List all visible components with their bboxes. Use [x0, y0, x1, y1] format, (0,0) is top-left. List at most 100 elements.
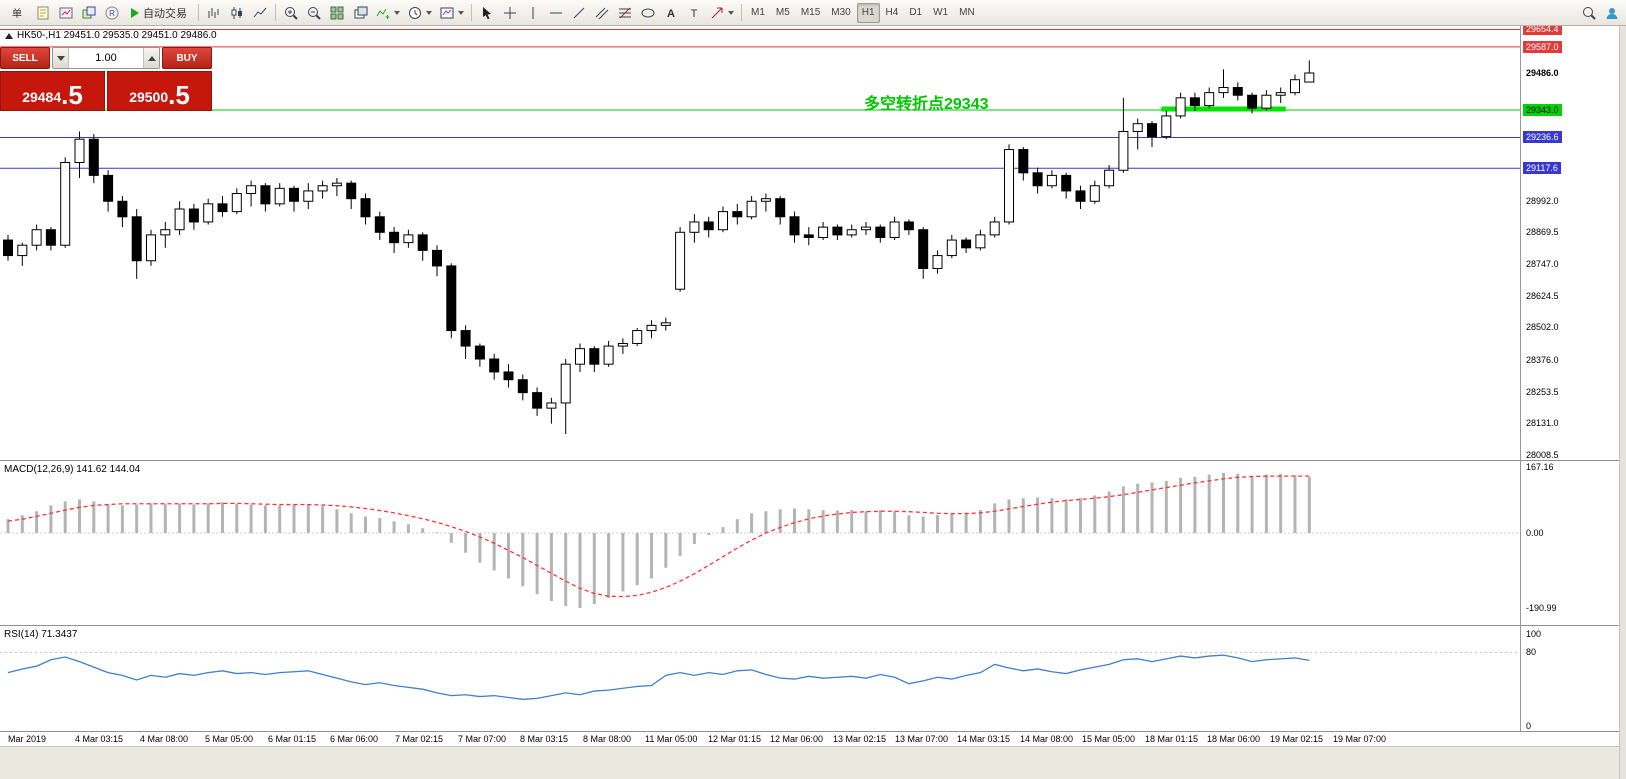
cascade-windows-button[interactable] — [349, 2, 371, 24]
tile-windows-button[interactable] — [326, 2, 348, 24]
text-label-button[interactable]: T — [683, 2, 705, 24]
ohlc-header: HK50-,H1 29451.0 29535.0 29451.0 29486.0 — [5, 30, 217, 41]
buy-price-display[interactable]: 29500.5 — [107, 71, 212, 111]
time-tick: 7 Mar 02:15 — [395, 734, 444, 744]
arrows-button[interactable] — [706, 2, 737, 24]
macd-axis: 167.16 0.00 -190.99 — [1520, 461, 1620, 625]
price-tick: 28747.0 — [1526, 259, 1559, 270]
timeframe-d1[interactable]: D1 — [904, 3, 927, 23]
macd-chart — [0, 472, 1520, 609]
trade-controls-row: SELL BUY — [0, 47, 212, 69]
channel-button[interactable] — [591, 2, 613, 24]
volume-increase-button[interactable] — [143, 48, 159, 68]
auto-trading-label: 自动交易 — [143, 7, 187, 20]
bar-chart-button[interactable] — [203, 2, 225, 24]
cursor-button[interactable] — [476, 2, 498, 24]
sell-price-decimal: .5 — [61, 80, 83, 110]
trade-prices-row: 29484.5 29500.5 — [0, 71, 212, 111]
sell-price-main: 29484 — [22, 89, 62, 105]
text-button[interactable]: A — [660, 2, 682, 24]
time-tick: 18 Mar 01:15 — [1145, 734, 1199, 744]
time-tick: 14 Mar 03:15 — [957, 734, 1011, 744]
person-icon — [1606, 7, 1618, 19]
templates-button[interactable] — [436, 2, 467, 24]
volume-decrease-button[interactable] — [53, 48, 69, 68]
trendline-button[interactable] — [568, 2, 590, 24]
caret-up-icon — [147, 52, 156, 61]
time-tick: 5 Mar 05:00 — [205, 734, 254, 744]
cascade-windows-icon — [354, 6, 368, 18]
vertical-scrollbar[interactable] — [1619, 26, 1626, 779]
timeframe-h4[interactable]: H4 — [881, 3, 904, 23]
macd-tick: 167.16 — [1526, 461, 1554, 472]
toolbar-separator — [198, 4, 199, 21]
shapes-icon — [641, 8, 655, 17]
rsi-chart — [0, 651, 1520, 700]
price-tick: 28992.0 — [1526, 195, 1559, 206]
new-order-button[interactable] — [32, 2, 54, 24]
timeframe-m15[interactable]: M15 — [796, 3, 825, 23]
crosshair-button[interactable] — [499, 2, 521, 24]
zoom-out-button[interactable] — [303, 2, 325, 24]
timeframe-w1[interactable]: W1 — [928, 3, 953, 23]
timeframe-mn[interactable]: MN — [954, 3, 980, 23]
auto-trading-button[interactable]: 自动交易 — [124, 2, 194, 24]
timeframe-h1[interactable]: H1 — [856, 2, 880, 23]
rsi-plot[interactable]: RSI(14) 71.3437 — [0, 626, 1520, 731]
indicators-button[interactable] — [372, 2, 403, 24]
buy-price-main: 29500 — [129, 89, 169, 105]
time-tick: 18 Mar 06:00 — [1207, 734, 1261, 744]
fibonacci-button[interactable] — [614, 2, 636, 24]
mql-button[interactable]: R — [101, 2, 123, 24]
volume-input[interactable] — [69, 48, 143, 68]
search-icon — [1583, 6, 1596, 20]
time-tick: 13 Mar 07:00 — [895, 734, 949, 744]
new-chart-button[interactable] — [55, 2, 77, 24]
caret-down-icon — [56, 55, 65, 65]
price-tick: 28376.0 — [1526, 355, 1559, 366]
buy-button[interactable]: BUY — [162, 47, 212, 69]
price-tick: 28502.0 — [1526, 322, 1559, 333]
horizontal-line-button[interactable] — [545, 2, 567, 24]
vertical-line-button[interactable] — [522, 2, 544, 24]
price-level-tag: 29343.0 — [1523, 103, 1562, 116]
sell-price-display[interactable]: 29484.5 — [0, 71, 105, 111]
cursor-icon — [483, 6, 491, 19]
toolbar-separator — [741, 4, 742, 21]
timeframe-m1[interactable]: M1 — [746, 3, 770, 23]
timeframe-m5[interactable]: M5 — [771, 3, 795, 23]
main-chart-plot[interactable]: HK50-,H1 29451.0 29535.0 29451.0 29486.0… — [0, 26, 1520, 460]
price-tick: 28869.5 — [1526, 227, 1559, 238]
price-tick: 28624.5 — [1526, 290, 1559, 301]
price-level-tag: 29587.0 — [1523, 40, 1562, 53]
rsi-tick: 0 — [1526, 721, 1532, 731]
macd-plot[interactable]: MACD(12,26,9) 141.62 144.04 — [0, 461, 1520, 625]
play-icon — [131, 7, 139, 18]
price-tick: 28253.5 — [1526, 386, 1559, 397]
community-button[interactable] — [1601, 2, 1623, 24]
new-chart-icon — [59, 7, 73, 18]
timeframe-m30[interactable]: M30 — [826, 3, 855, 23]
time-tick: Mar 2019 — [8, 734, 47, 744]
line-chart-icon — [253, 7, 267, 17]
search-button[interactable] — [1578, 2, 1600, 24]
time-tick: 12 Mar 01:15 — [708, 734, 762, 744]
profiles-button[interactable] — [78, 2, 100, 24]
shapes-button[interactable] — [637, 2, 659, 24]
zoom-in-button[interactable] — [280, 2, 302, 24]
templates-icon — [440, 7, 454, 18]
candlestick-chart-button[interactable] — [226, 2, 248, 24]
menu-char[interactable]: 单 — [12, 9, 22, 20]
text-a-icon: A — [667, 8, 675, 20]
status-strip — [0, 746, 1626, 779]
buy-price-decimal: .5 — [168, 80, 190, 110]
line-chart-button[interactable] — [249, 2, 271, 24]
time-tick: 11 Mar 05:00 — [645, 734, 698, 744]
price-level-tag: 29654.4 — [1523, 26, 1562, 36]
one-click-trading-panel: SELL BUY 29484.5 29500.5 — [0, 47, 212, 111]
time-tick: 4 Mar 03:15 — [75, 734, 124, 744]
svg-text:R: R — [109, 9, 115, 18]
periods-button[interactable] — [404, 2, 435, 24]
sell-button[interactable]: SELL — [0, 47, 50, 69]
